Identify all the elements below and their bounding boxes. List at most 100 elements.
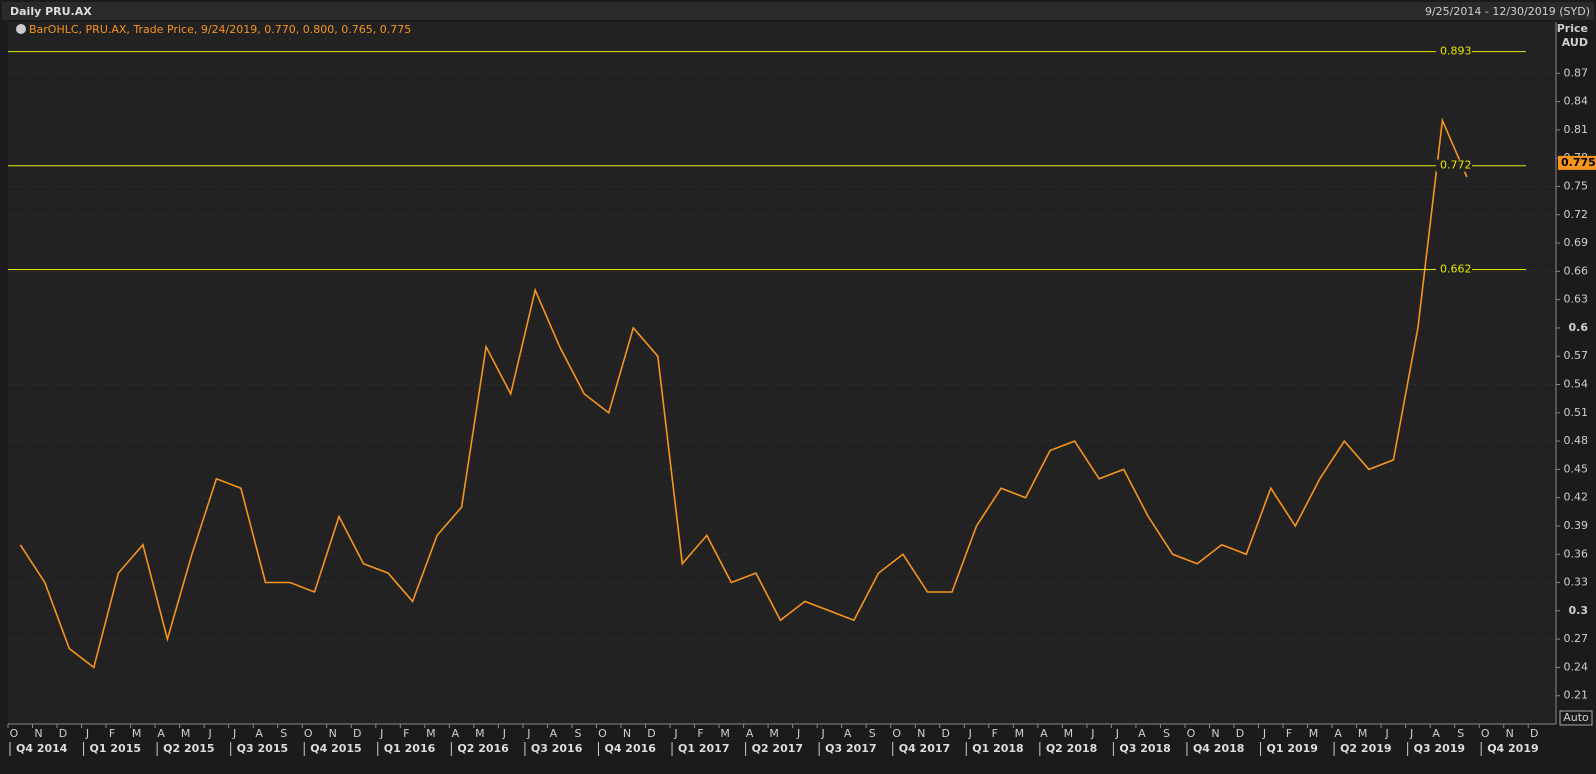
quarter-label: Q1 2018 (972, 742, 1023, 755)
y-axis-unit: AUD (1562, 36, 1588, 49)
plot-area (8, 22, 1556, 724)
quarter-label: Q2 2015 (163, 742, 214, 755)
reference-label: 0.662 (1440, 262, 1472, 275)
y-tick-label: 0.45 (1564, 462, 1589, 475)
last-price-marker (1558, 155, 1596, 170)
x-tick-label: N (1506, 727, 1514, 740)
x-tick-label: S (574, 727, 581, 740)
quarter-label: Q3 2017 (825, 742, 876, 755)
x-tick-label: A (1432, 727, 1440, 740)
auto-button-label[interactable]: Auto (1563, 711, 1589, 724)
x-tick-label: A (1334, 727, 1342, 740)
x-tick-label: N (623, 727, 631, 740)
y-tick-label: 0.42 (1564, 491, 1589, 504)
x-tick-label: D (647, 727, 655, 740)
x-tick-label: O (304, 727, 313, 740)
x-tick-label: J (1090, 727, 1094, 740)
quarter-label: Q1 2017 (678, 742, 729, 755)
x-tick-label: M (132, 727, 142, 740)
y-tick-label: 0.54 (1564, 378, 1589, 391)
x-tick-label: O (598, 727, 607, 740)
y-tick-label: 0.21 (1564, 689, 1589, 702)
x-tick-label: J (85, 727, 89, 740)
x-tick-label: J (526, 727, 530, 740)
reference-label: 0.893 (1440, 45, 1472, 58)
x-tick-label: N (34, 727, 42, 740)
last-price-label: 0.775 (1561, 156, 1596, 169)
quarter-label: Q4 2019 (1487, 742, 1538, 755)
quarter-label: Q4 2014 (16, 742, 68, 755)
y-tick-label: 0.66 (1564, 264, 1589, 277)
y-tick-label: 0.72 (1564, 208, 1589, 221)
x-tick-label: M (475, 727, 485, 740)
x-tick-label: J (1384, 727, 1388, 740)
x-tick-label: F (992, 727, 998, 740)
quarter-label: Q3 2019 (1414, 742, 1465, 755)
x-tick-label: M (1015, 727, 1025, 740)
auto-button[interactable] (1559, 710, 1593, 726)
x-tick-label: M (1358, 727, 1368, 740)
y-tick-label: 0.87 (1564, 66, 1589, 79)
y-tick-label: 0.63 (1564, 293, 1589, 306)
x-tick-label: S (1457, 727, 1464, 740)
x-tick-label: A (550, 727, 558, 740)
x-tick-label: A (844, 727, 852, 740)
x-tick-label: J (232, 727, 236, 740)
y-tick-label: 0.39 (1564, 519, 1589, 532)
x-tick-label: D (942, 727, 950, 740)
quarter-label: Q2 2018 (1046, 742, 1097, 755)
quarter-label: Q2 2016 (457, 742, 509, 755)
x-tick-label: M (1309, 727, 1319, 740)
x-tick-label: A (157, 727, 165, 740)
y-tick-label: 0.6 (1569, 321, 1589, 334)
quarter-label: Q3 2015 (237, 742, 288, 755)
x-tick-label: O (892, 727, 901, 740)
x-tick-label: O (1187, 727, 1196, 740)
x-tick-label: J (673, 727, 677, 740)
y-tick-label: 0.24 (1564, 660, 1589, 673)
x-tick-label: J (502, 727, 506, 740)
x-tick-label: A (1040, 727, 1048, 740)
x-tick-label: F (109, 727, 115, 740)
y-tick-label: 0.3 (1569, 604, 1589, 617)
y-tick-label: 0.75 (1564, 179, 1589, 192)
reference-label: 0.772 (1440, 159, 1472, 172)
x-tick-label: S (280, 727, 287, 740)
x-tick-label: M (181, 727, 191, 740)
y-tick-label: 0.48 (1564, 434, 1589, 447)
x-tick-label: J (208, 727, 212, 740)
y-tick-label: 0.36 (1564, 547, 1589, 560)
x-tick-label: F (697, 727, 703, 740)
x-tick-label: F (1286, 727, 1292, 740)
x-tick-label: A (255, 727, 263, 740)
chart-title: Daily PRU.AX (10, 5, 92, 18)
quarter-label: Q2 2017 (752, 742, 803, 755)
reference-label-bg (1436, 45, 1472, 58)
x-tick-label: S (869, 727, 876, 740)
quarter-label: Q3 2018 (1119, 742, 1170, 755)
reference-label-bg (1436, 159, 1472, 172)
header-bar (2, 2, 1594, 20)
y-tick-label: 0.27 (1564, 632, 1589, 645)
price-line (19, 117, 1468, 669)
quarter-label: Q1 2015 (90, 742, 141, 755)
y-tick-label: 0.84 (1564, 95, 1589, 108)
x-tick-label: J (821, 727, 825, 740)
quarter-label: Q4 2015 (310, 742, 361, 755)
x-tick-label: N (917, 727, 925, 740)
x-tick-label: M (426, 727, 436, 740)
x-tick-label: J (1262, 727, 1266, 740)
y-tick-label: 0.33 (1564, 576, 1589, 589)
legend: BarOHLC, PRU.AX, Trade Price, 9/24/2019,… (29, 23, 411, 36)
x-tick-label: D (59, 727, 67, 740)
quarter-label: Q4 2016 (604, 742, 656, 755)
quarter-label: Q4 2017 (899, 742, 950, 755)
x-tick-label: J (968, 727, 972, 740)
x-tick-label: D (1530, 727, 1538, 740)
quarter-label: Q1 2019 (1267, 742, 1318, 755)
x-tick-label: O (10, 727, 19, 740)
quarter-label: Q1 2016 (384, 742, 436, 755)
date-range: 9/25/2014 - 12/30/2019 (SYD) (1425, 5, 1590, 18)
x-tick-label: F (403, 727, 409, 740)
x-tick-label: D (1236, 727, 1244, 740)
